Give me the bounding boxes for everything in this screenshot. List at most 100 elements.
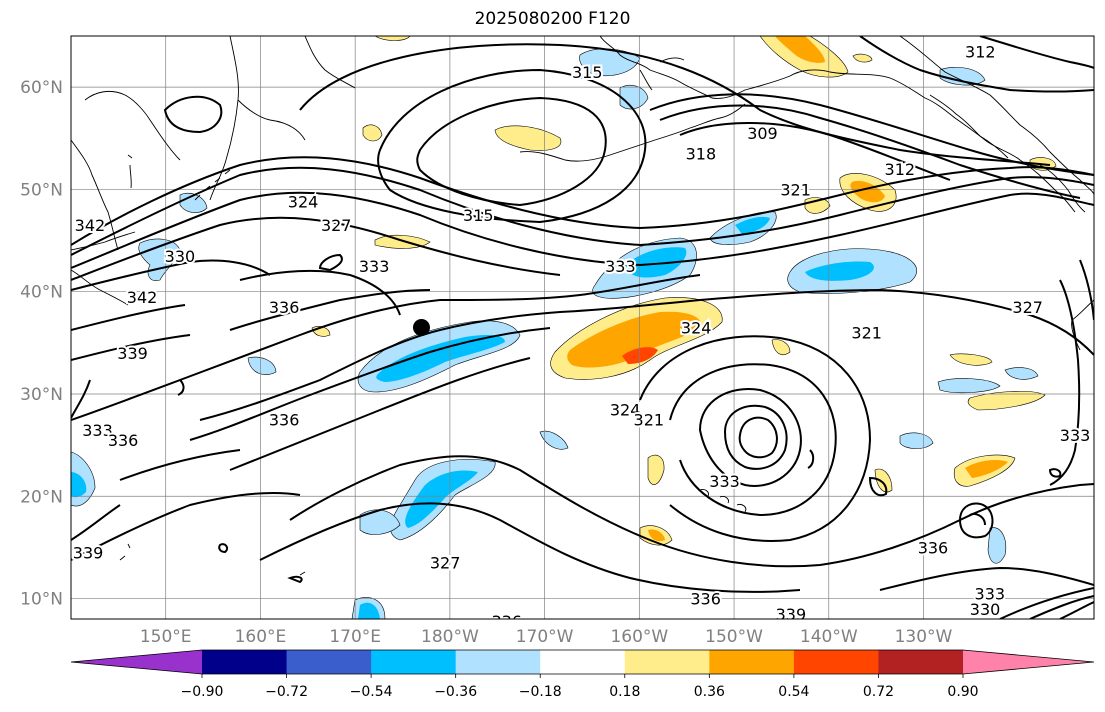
negative-anomaly-core: [805, 261, 874, 281]
negative-anomaly-area: [899, 432, 934, 449]
positive-anomaly-core: [567, 311, 701, 368]
positive-anomaly-area: [374, 36, 411, 41]
positive-anomaly-core: [965, 460, 1008, 478]
contour-label: 339: [117, 344, 148, 363]
negative-anomaly-core: [625, 247, 687, 278]
colorbar-segment: [709, 650, 795, 674]
contour-label: 333: [82, 421, 113, 440]
contour-label: 324: [610, 400, 641, 419]
colorbar-segment: [878, 650, 964, 674]
contour-label: 339: [73, 544, 104, 563]
contour-label: 336: [269, 411, 300, 430]
contour-label: 336: [108, 431, 139, 450]
contour-label: 336: [690, 590, 721, 609]
positive-anomaly-area: [874, 468, 893, 493]
colorbar-segment: [202, 650, 288, 674]
positive-anomaly-core: [850, 180, 885, 203]
contour-label: 339: [776, 605, 807, 624]
lon-tick-label: 160°W: [610, 627, 668, 647]
negative-anomaly-area: [937, 378, 1001, 394]
coastlines: [71, 36, 1094, 576]
colorbar-tick-label: −0.36: [434, 684, 477, 700]
lon-tick-label: 180°W: [421, 627, 479, 647]
contour-label: 312: [965, 42, 996, 61]
contour-label: 327: [1012, 298, 1043, 317]
positive-anomaly-peak: [622, 347, 658, 364]
contour-label: 309: [747, 124, 778, 143]
colorbar-tick-label: 0.54: [778, 684, 809, 700]
colorbar-tick-label: 0.72: [863, 684, 894, 700]
contour-label: 315: [463, 206, 494, 225]
shaded-anomalies: [71, 36, 1057, 619]
map-frame: [70, 35, 1095, 620]
map-title: 2025080200 F120: [474, 9, 631, 29]
contour-label: 321: [780, 180, 811, 199]
positive-anomaly-area: [494, 125, 562, 151]
contour-label: 333: [359, 257, 390, 276]
lon-tick-label: 140°W: [800, 627, 858, 647]
contour-label: 330: [970, 600, 1001, 619]
colorbar-segment: [371, 650, 457, 674]
positive-anomaly-area: [647, 454, 665, 485]
negative-anomaly-area: [987, 527, 1007, 564]
negative-anomaly-area: [539, 430, 569, 450]
negative-anomaly-area: [1004, 367, 1039, 380]
colorbar-segment: [793, 650, 879, 674]
contour-label: 327: [430, 554, 461, 573]
negative-anomaly-core: [735, 216, 770, 234]
colorbar-tick-label: −0.54: [350, 684, 393, 700]
contour-label: 324: [288, 193, 319, 212]
negative-anomaly-core: [71, 472, 87, 498]
lon-tick-label: 130°W: [895, 627, 953, 647]
negative-anomaly-core: [376, 334, 505, 382]
contour-lines: [71, 36, 1094, 619]
lat-tick-label: 40°N: [20, 283, 63, 303]
lon-tick-label: 160°E: [235, 627, 287, 647]
contour-label: 342: [75, 216, 106, 235]
positive-anomaly-area: [771, 339, 791, 355]
contour-label: 333: [975, 584, 1006, 603]
positive-anomaly-core: [775, 36, 825, 63]
contour-label: 336: [269, 298, 300, 317]
contour-label: 336: [491, 612, 522, 631]
contour-label: 321: [851, 324, 882, 343]
lat-tick-label: 60°N: [20, 78, 63, 98]
colorbar-segment: [286, 650, 372, 674]
colorbar-tick-label: −0.72: [265, 684, 308, 700]
lat-tick-label: 20°N: [20, 487, 63, 507]
contour-label: 342: [127, 288, 158, 307]
lat-tick-label: 50°N: [20, 180, 63, 200]
negative-anomaly-core: [358, 602, 380, 619]
contour-label: 330: [165, 247, 196, 266]
contour-label: 333: [605, 257, 636, 276]
positive-anomaly-area: [949, 353, 993, 366]
positive-anomaly-core: [648, 529, 665, 542]
colorbar-tick-label: −0.18: [519, 684, 562, 700]
contour-label: 333: [709, 472, 740, 491]
contour-label: 336: [918, 538, 949, 557]
negative-anomaly-core: [405, 470, 478, 528]
contour-label: 318: [686, 145, 717, 164]
negative-anomaly-area: [939, 67, 986, 86]
colorbar-segment: [624, 650, 710, 674]
graticule: [71, 36, 1094, 619]
contour-label: 327: [321, 216, 352, 235]
lon-tick-label: 170°W: [516, 627, 574, 647]
positive-anomaly-area: [967, 391, 1046, 411]
negative-anomaly-area: [619, 85, 649, 110]
contour-label: 321: [634, 411, 665, 430]
negative-anomaly-area: [359, 509, 401, 535]
colorbar-extend-high: [963, 650, 1094, 674]
lat-tick-label: 10°N: [20, 590, 63, 610]
contour-label: 315: [572, 63, 603, 82]
lat-tick-label: 30°N: [20, 385, 63, 405]
positive-anomaly-area: [852, 53, 873, 63]
colorbar-segment: [455, 650, 541, 674]
contour-label: 333: [1060, 426, 1091, 445]
colorbar: −0.90 −0.72 −0.54 −0.36 −0.18 0.18 0.36 0.54 0.7…: [70, 649, 1095, 700]
colorbar-tick-label: −0.90: [181, 684, 224, 700]
positive-anomaly-area: [362, 124, 383, 142]
location-marker: [412, 319, 430, 336]
